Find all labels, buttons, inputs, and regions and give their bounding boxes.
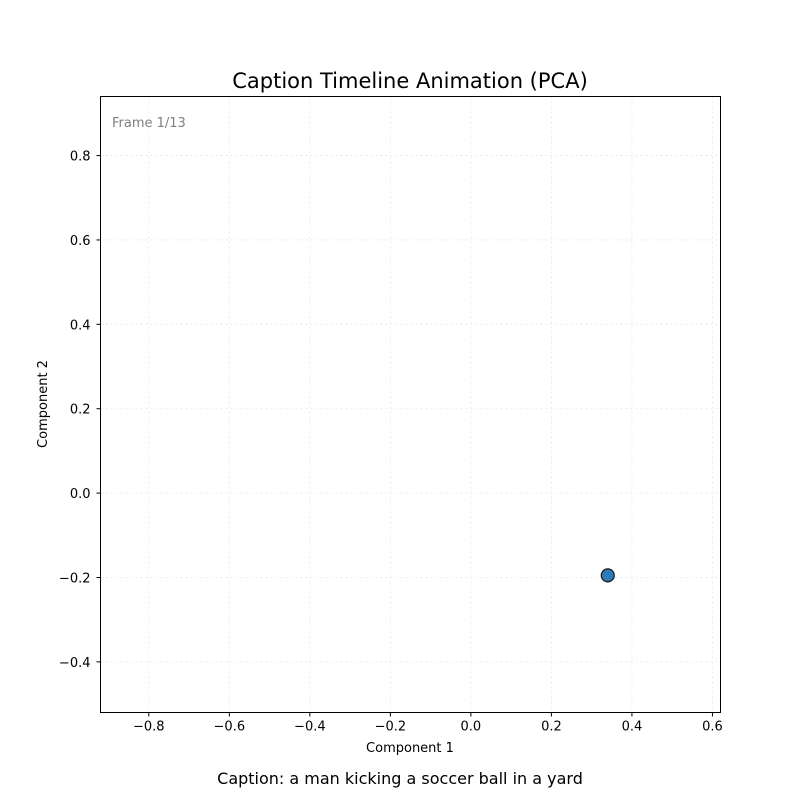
frame-label: Frame 1/13 [112,116,186,131]
x-tick-label: 0.0 [461,720,482,735]
x-tick-label: −0.4 [294,720,326,735]
x-tick-label: −0.8 [133,720,165,735]
y-tick-label: 0.4 [70,318,91,333]
y-tick-label: 0.2 [70,403,91,418]
plot-frame [100,96,721,713]
y-axis-label: Component 2 [36,360,51,448]
x-tick-label: 0.2 [541,720,562,735]
y-tick-label: −0.4 [59,656,91,671]
x-axis-label: Component 1 [366,741,454,756]
x-tick-label: 0.4 [622,720,643,735]
x-tick-label: −0.2 [375,720,407,735]
caption: Caption: a man kicking a soccer ball in … [217,769,583,788]
x-tick-label: 0.6 [702,720,723,735]
data-points [600,568,615,583]
grid [100,96,721,713]
axis-ticks: −0.8 −0.6 −0.4 −0.2 0.0 0.2 0.4 0.6 −0.4 −0.2 0.0 0… [59,150,723,735]
x-tick-label: −0.6 [214,720,246,735]
data-point [600,568,615,583]
y-tick-label: 0.0 [70,487,91,502]
y-tick-label: 0.8 [70,150,91,165]
y-tick-label: 0.6 [70,234,91,249]
y-tick-label: −0.2 [59,571,91,586]
chart-title: Caption Timeline Animation (PCA) [232,69,588,93]
